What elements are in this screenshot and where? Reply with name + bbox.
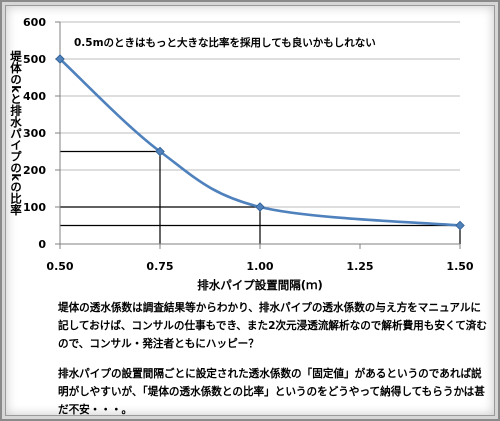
x-tick-label-0.50: 0.50 (46, 260, 73, 273)
chart-annotation: 0.5mのときはもっと大きな比率を採用しても良いかもしれない (74, 36, 376, 49)
x-tick-label-1.00: 1.00 (246, 260, 273, 273)
y-tick-label-400: 400 (23, 90, 46, 103)
y-axis-label: 堤体のkと排水パイプのkの比率 (9, 50, 23, 216)
data-point-1 (155, 146, 165, 157)
x-axis-label: 排水パイプ設置間隔(ｍ) (197, 278, 323, 292)
explanation-paragraph-2: 排水パイプの設置間隔ごとに設定された透水係数の「固定値」があるというのであれば説… (58, 368, 485, 416)
explanation-paragraph-1: 堤体の透水係数は調査結果等からわかり、排水パイプの透水係数の与え方をマニュアルに… (58, 302, 487, 350)
data-point-3 (455, 220, 465, 231)
x-tick-label-1.50: 1.50 (446, 260, 473, 273)
y-tick-label-500: 500 (23, 53, 46, 66)
x-tick-label-1.25: 1.25 (346, 260, 373, 273)
y-tick-label-600: 600 (23, 16, 46, 29)
y-tick-label-300: 300 (23, 127, 46, 140)
data-point-0 (55, 54, 65, 64)
y-tick-label-100: 100 (23, 201, 46, 214)
line-chart: 0 100 200 300 400 500 600 0.50 0.75 1.00 1.25 1.50 0… (9, 16, 474, 292)
x-tick-label-0.75: 0.75 (146, 260, 173, 273)
y-tick-label-0: 0 (38, 238, 46, 251)
series-line-0 (59, 58, 461, 227)
data-point-2 (255, 202, 265, 212)
y-tick-label-200: 200 (23, 164, 46, 177)
